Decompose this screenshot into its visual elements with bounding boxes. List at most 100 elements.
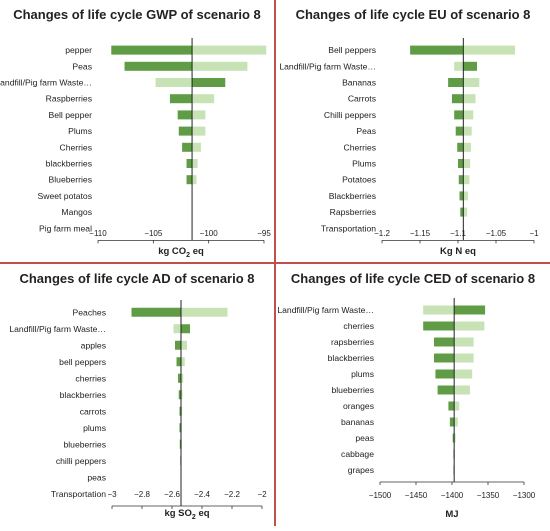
bar-light <box>454 62 463 71</box>
bar-dark <box>450 418 454 427</box>
category-label: cabbage <box>341 449 374 459</box>
bar-dark <box>460 191 464 200</box>
x-tick-label: −1.2 <box>374 229 390 238</box>
category-label: Mangos <box>61 207 92 217</box>
bar-dark <box>187 175 193 184</box>
x-axis-label: Kg N eq <box>440 246 476 257</box>
x-tick-label: −1450 <box>405 491 428 500</box>
category-label: Blackberries <box>329 191 376 201</box>
bar-light <box>463 191 468 200</box>
x-tick-label: −1400 <box>441 491 464 500</box>
bar-dark <box>463 62 477 71</box>
category-label: Cherries <box>60 142 92 152</box>
bar-light <box>181 308 228 317</box>
category-label: Bell peppers <box>328 45 376 55</box>
bar-dark <box>178 110 192 119</box>
category-label: Blueberries <box>49 175 92 185</box>
bar-dark <box>170 94 192 103</box>
category-label: Chilli peppers <box>324 110 376 120</box>
category-label: Cherries <box>344 142 376 152</box>
category-label: pepper <box>65 45 92 55</box>
panel-ced: Changes of life cycle CED of scenario 8 L… <box>276 264 550 526</box>
bar-light <box>454 418 458 427</box>
bar-dark <box>435 370 454 379</box>
bar-light <box>454 370 472 379</box>
panel-ad: Changes of life cycle AD of scenario 8 Pe… <box>0 264 274 526</box>
bar-light <box>192 46 266 55</box>
panel-eu: Changes of life cycle EU of scenario 8 Be… <box>276 0 550 262</box>
category-label: chilli peppers <box>56 456 106 466</box>
category-label: Peaches <box>73 307 106 317</box>
category-label: blueberries <box>331 385 374 395</box>
chart-gwp: Changes of life cycle GWP of scenario 8 p… <box>0 0 274 262</box>
chart-title: Changes of life cycle GWP of scenario 8 <box>13 7 261 22</box>
category-label: blackberries <box>328 353 374 363</box>
x-tick-label: −100 <box>200 229 219 238</box>
bar-dark <box>125 62 193 71</box>
category-label: peas <box>355 433 374 443</box>
horizontal-divider <box>0 262 550 264</box>
bar-dark <box>454 306 485 315</box>
category-label: Sweet potatos <box>38 191 92 201</box>
x-tick-label: −110 <box>89 229 107 238</box>
bar-dark <box>452 94 463 103</box>
bar-dark <box>410 46 463 55</box>
category-label: apples <box>81 340 106 350</box>
category-label: Landfill/Pig farm Waste… <box>277 305 374 315</box>
chart-title: Changes of life cycle AD of scenario 8 <box>19 271 254 286</box>
category-label: Carrots <box>348 94 376 104</box>
bar-light <box>156 78 193 87</box>
bar-light <box>192 62 247 71</box>
bar-light <box>454 322 484 331</box>
bar-light <box>463 208 467 217</box>
category-label: Transportation <box>321 223 376 233</box>
x-tick-label: −2 <box>257 490 267 499</box>
bar-light <box>463 110 473 119</box>
x-tick-label: −95 <box>257 229 271 238</box>
x-tick-label: −1300 <box>513 491 536 500</box>
bar-light <box>192 143 201 152</box>
category-label: Rapsberries <box>330 207 376 217</box>
bar-light <box>423 306 454 315</box>
bar-light <box>192 94 214 103</box>
bar-dark <box>458 159 463 168</box>
bar-dark <box>177 357 182 366</box>
bar-light <box>174 324 182 333</box>
chart-title: Changes of life cycle EU of scenario 8 <box>296 7 531 22</box>
x-axis-label: kg CO2 eq <box>158 246 204 259</box>
bar-light <box>463 175 469 184</box>
category-label: blueberries <box>63 439 106 449</box>
category-label: Pig farm meal <box>39 223 92 233</box>
category-label: Landfill/Pig farm Waste… <box>9 324 106 334</box>
bar-dark <box>457 143 463 152</box>
bar-dark <box>192 78 225 87</box>
bar-light <box>192 175 196 184</box>
x-tick-label: −2.4 <box>194 490 210 499</box>
bar-dark <box>448 402 454 411</box>
category-label: grapes <box>348 465 374 475</box>
bar-light <box>454 386 470 395</box>
category-label: Transportation <box>51 489 106 499</box>
bar-light <box>192 159 198 168</box>
bar-light <box>463 159 470 168</box>
category-label: Potatoes <box>342 175 376 185</box>
bar-light <box>454 402 459 411</box>
x-tick-label: −3 <box>107 490 117 499</box>
bar-dark <box>456 127 464 136</box>
x-tick-label: −1 <box>529 229 539 238</box>
category-label: Peas <box>72 61 92 71</box>
bar-dark <box>182 143 192 152</box>
category-label: bell peppers <box>59 357 106 367</box>
chart-ad: Changes of life cycle AD of scenario 8 Pe… <box>0 264 274 526</box>
x-tick-label: −1.15 <box>410 229 431 238</box>
category-label: blackberries <box>60 390 106 400</box>
bar-dark <box>175 341 181 350</box>
chart-title: Changes of life cycle CED of scenario 8 <box>291 271 535 286</box>
category-label: plums <box>83 423 106 433</box>
bar-dark <box>132 308 182 317</box>
category-label: Plums <box>352 159 376 169</box>
bar-dark <box>438 386 455 395</box>
category-label: Bell pepper <box>49 110 93 120</box>
bar-dark <box>181 324 190 333</box>
category-label: Peas <box>356 126 376 136</box>
